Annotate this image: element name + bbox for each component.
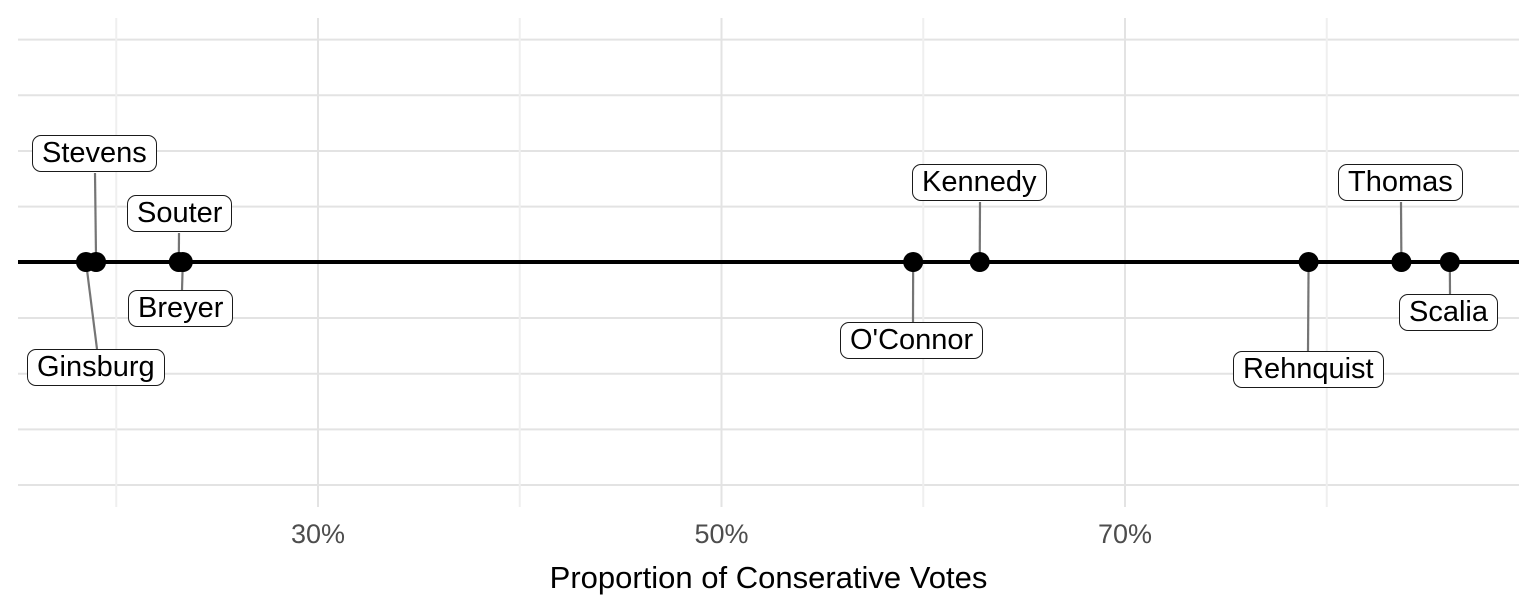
point-label-kennedy: Kennedy xyxy=(912,164,1047,201)
leader-line-stevens xyxy=(93,172,98,263)
leader-line-ginsburg xyxy=(84,261,99,350)
data-point-rehnquist xyxy=(1298,252,1319,272)
point-label-scalia: Scalia xyxy=(1399,294,1498,331)
data-point-o-connor xyxy=(903,252,924,272)
x-tick-label-70: 70% xyxy=(1097,519,1153,549)
point-label-souter: Souter xyxy=(127,195,233,232)
data-point-stevens xyxy=(86,252,107,272)
x-tick-label-50: 50% xyxy=(694,519,749,549)
leader-line-rehnquist xyxy=(1306,261,1310,352)
point-label-stevens: Stevens xyxy=(32,135,157,172)
data-point-kennedy xyxy=(969,252,990,272)
data-point-scalia xyxy=(1439,252,1460,272)
point-label-thomas: Thomas xyxy=(1338,164,1463,201)
point-label-rehnquist: Rehnquist xyxy=(1233,351,1384,388)
x-tick-label-30: 30% xyxy=(290,519,346,549)
data-point-breyer xyxy=(172,252,193,272)
point-label-o-connor: O'Connor xyxy=(840,322,984,359)
x-axis-title: Proportion of Conserative Votes xyxy=(549,560,988,595)
data-point-thomas xyxy=(1391,252,1412,272)
point-label-ginsburg: Ginsburg xyxy=(27,349,165,386)
point-label-breyer: Breyer xyxy=(128,290,234,327)
